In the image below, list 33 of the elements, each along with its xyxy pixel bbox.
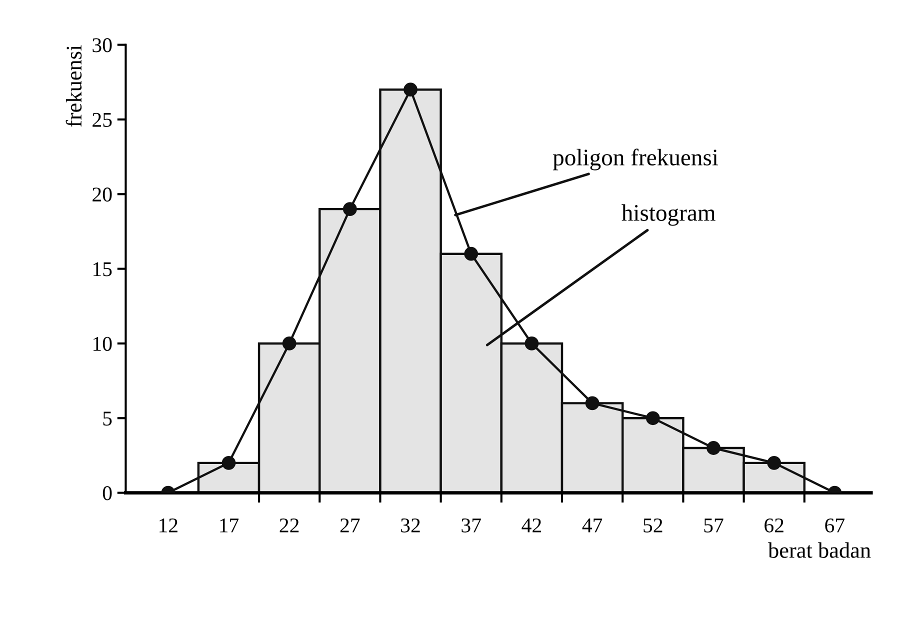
point [282,336,296,350]
x-tick-label: 67 [825,518,845,532]
point [646,411,660,426]
point [524,336,539,350]
y-tick-label: 20 [92,188,112,202]
y-tick-label: 30 [92,38,112,52]
x-tick-label: 22 [280,518,299,532]
x-tick-label: 47 [582,518,602,532]
annotation: poligon frekuensi [552,148,718,170]
x-tick-label: 32 [401,518,420,532]
x-tick-label: 52 [644,518,662,532]
point [706,441,720,455]
annotation: histogram [622,204,716,226]
x-tick-label: 57 [704,518,724,532]
point [222,456,236,470]
y-tick-label: 15 [94,262,112,276]
y-tick-label: 5 [103,412,112,426]
x-tick-label: 62 [764,518,784,532]
point [464,246,478,261]
x-axis-title: berat badan [768,542,871,558]
point [404,82,418,97]
point [585,396,600,410]
y-tick-label: 0 [102,486,112,500]
y-axis-title: frekuensi [66,45,82,127]
x-tick-label: 17 [220,518,239,532]
x-tick-label: 12 [160,518,178,532]
x-tick-label: 27 [340,518,360,532]
y-tick-label: 10 [94,336,112,351]
x-tick-label: 37 [462,518,481,532]
point [342,202,357,216]
x-tick-label: 42 [522,518,541,532]
y-tick-label: 25 [92,112,112,127]
point [767,456,782,470]
